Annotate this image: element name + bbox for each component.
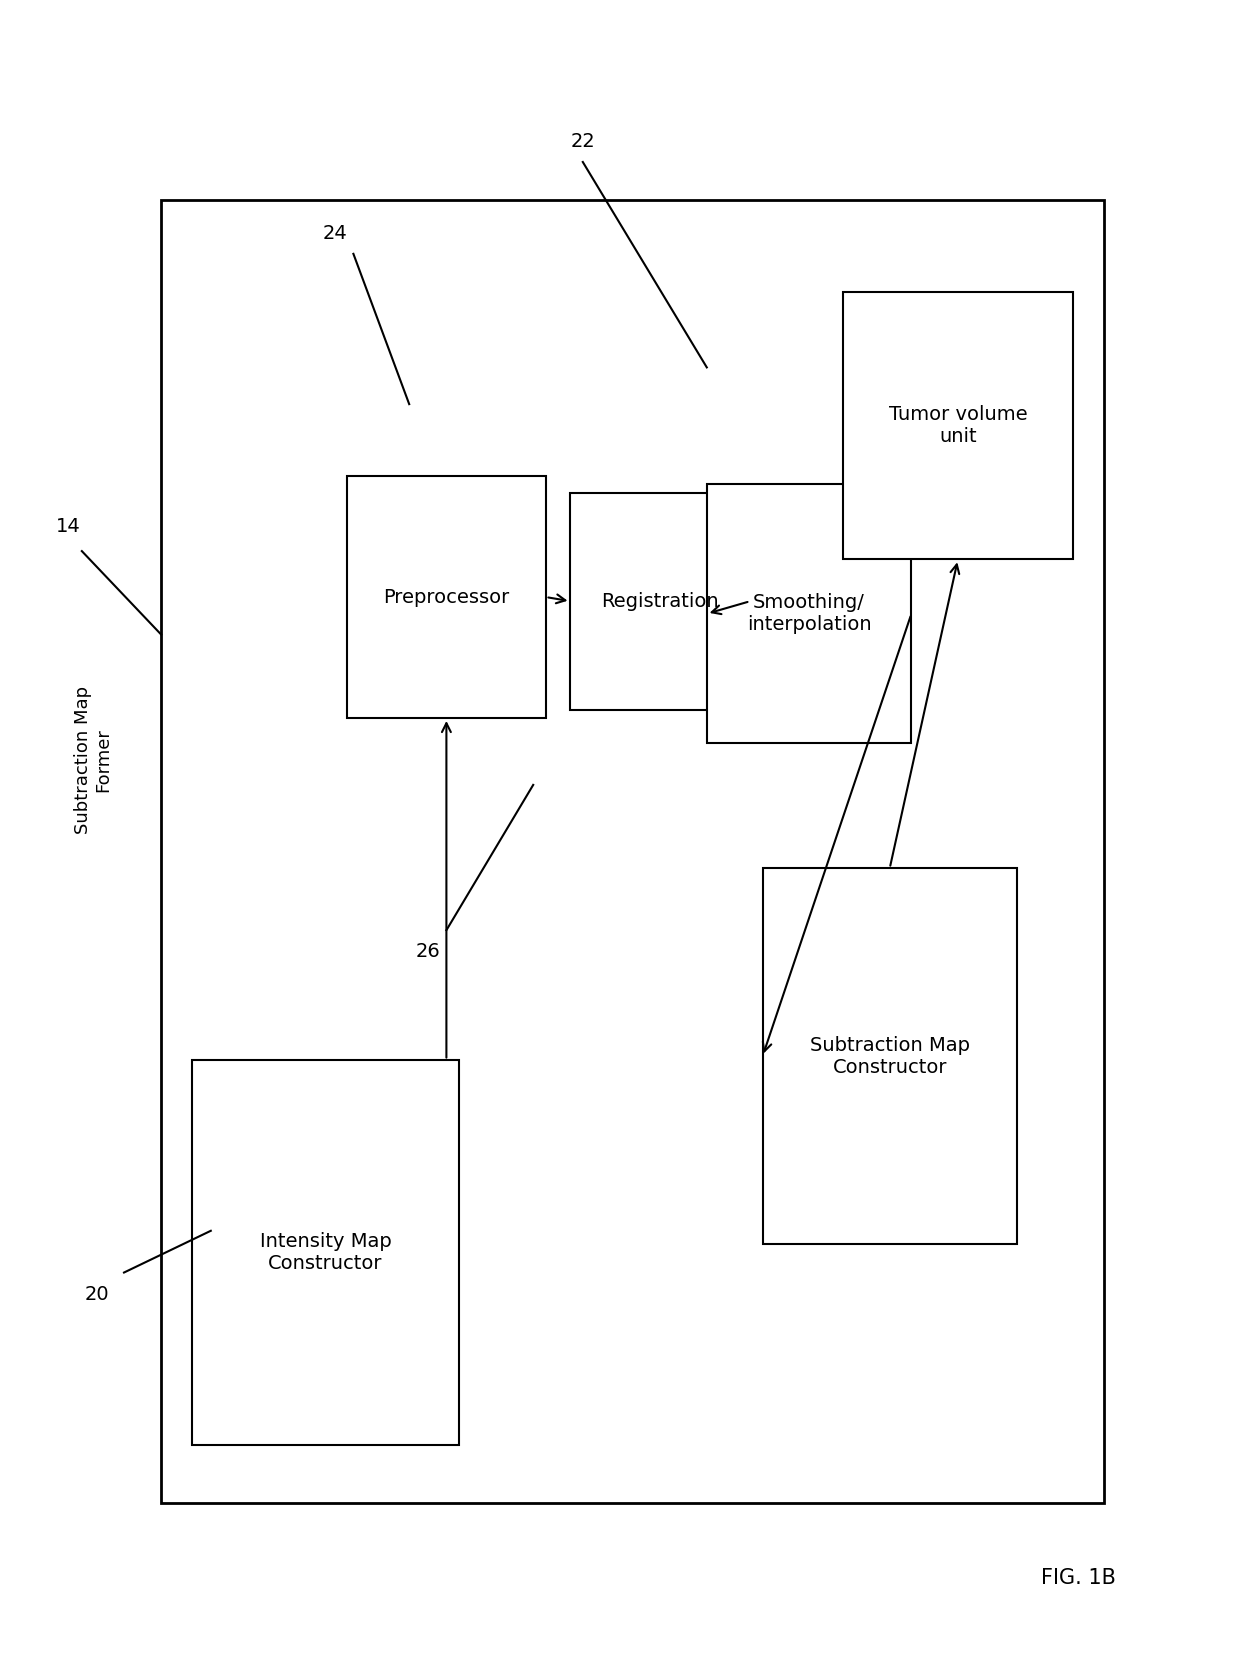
Bar — [570, 493, 750, 710]
Text: Intensity Map
Constructor: Intensity Map Constructor — [259, 1232, 392, 1273]
Bar — [763, 868, 1017, 1244]
Bar — [347, 476, 546, 718]
Text: Registration: Registration — [601, 591, 719, 611]
Text: 14: 14 — [56, 516, 81, 536]
Text: FIG. 1B: FIG. 1B — [1042, 1568, 1116, 1588]
Text: Subtraction Map
Constructor: Subtraction Map Constructor — [810, 1035, 970, 1077]
Text: Preprocessor: Preprocessor — [383, 588, 510, 606]
Text: 22: 22 — [570, 132, 595, 152]
Text: 24: 24 — [322, 224, 347, 244]
Text: Tumor volume
unit: Tumor volume unit — [889, 406, 1027, 446]
Bar — [843, 292, 1073, 559]
Text: 20: 20 — [84, 1284, 109, 1304]
Text: Smoothing/
interpolation: Smoothing/ interpolation — [746, 593, 872, 635]
Bar — [192, 1060, 459, 1445]
Bar — [161, 200, 1104, 1503]
Bar — [707, 484, 911, 743]
Text: Subtraction Map
Former: Subtraction Map Former — [73, 686, 113, 833]
Text: 26: 26 — [415, 942, 440, 962]
